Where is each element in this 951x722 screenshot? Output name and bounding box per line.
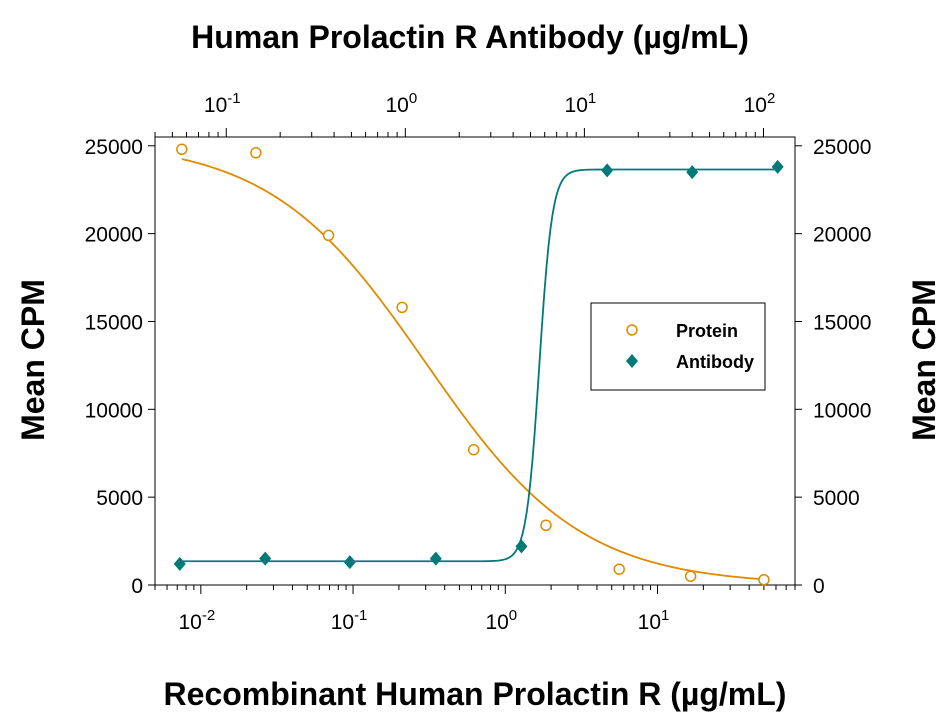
y-tick-label-left: 20000: [85, 224, 143, 247]
y-tick-label-left: 15000: [85, 311, 143, 334]
y-axis-label-right: Mean CPM: [906, 279, 942, 441]
x-axis-bottom: 10-2 10-1 100 101: [154, 585, 796, 634]
data-point-protein: [758, 573, 770, 586]
y-axis-left: 0 5000 10000 15000 20000 25000: [85, 136, 155, 598]
data-point-antibody: [601, 163, 614, 178]
fit-curve-protein: [181, 158, 764, 581]
x-tick-label-top: 10-1: [204, 90, 241, 117]
data-point-protein: [540, 519, 552, 532]
fit-curves: [179, 158, 778, 581]
fit-curve-antibody: [179, 168, 778, 563]
data-point-antibody: [429, 551, 442, 566]
legend: Protein Antibody: [590, 302, 766, 391]
legend-antibody-label: Antibody: [676, 352, 754, 372]
y-tick-label-right: 15000: [813, 311, 871, 334]
y-tick-label-right: 0: [813, 575, 825, 598]
y-tick-label-right: 10000: [813, 399, 871, 422]
legend-antibody-marker: [626, 354, 638, 368]
data-markers: [173, 143, 784, 586]
data-point-antibody: [173, 556, 186, 571]
y-tick-label-left: 10000: [85, 399, 143, 422]
x-tick-label-top: 100: [385, 90, 417, 117]
y-tick-label-right: 25000: [813, 136, 871, 159]
data-point-antibody: [343, 555, 356, 570]
data-point-antibody: [686, 165, 699, 180]
data-point-protein: [613, 563, 625, 575]
y-axis-label-left: Mean CPM: [15, 279, 51, 441]
plot-frame: [154, 136, 796, 586]
data-point-protein: [684, 570, 697, 582]
x-tick-label-bottom: 101: [638, 607, 670, 634]
y-axis-right: 0 5000 10000 15000 20000 25000: [795, 136, 871, 598]
y-tick-label-left: 0: [131, 575, 143, 598]
data-point-antibody: [771, 159, 784, 174]
data-point-protein: [322, 229, 335, 242]
y-tick-label-right: 5000: [813, 487, 860, 510]
x-tick-label-bottom: 100: [485, 607, 517, 634]
chart-title: Human Prolactin R Antibody (µg/mL): [191, 19, 749, 55]
data-point-antibody: [515, 539, 528, 554]
legend-protein-label: Protein: [676, 321, 738, 341]
data-point-protein: [250, 147, 262, 159]
data-point-protein: [176, 143, 188, 156]
x-tick-label-bottom: 10-2: [178, 607, 215, 634]
x-tick-label-bottom: 10-1: [331, 607, 368, 634]
data-point-protein: [396, 301, 408, 314]
legend-protein-marker: [626, 324, 638, 336]
legend-box: [590, 302, 766, 391]
x-tick-label-top: 102: [744, 90, 776, 117]
data-point-protein: [467, 443, 480, 456]
x-axis-top: 10-1 100 101 102: [154, 90, 776, 137]
y-tick-label-left: 25000: [85, 136, 143, 159]
y-tick-label-left: 5000: [96, 487, 143, 510]
data-point-antibody: [259, 551, 272, 566]
x-tick-label-top: 101: [565, 90, 597, 117]
x-axis-label: Recombinant Human Prolactin R (µg/mL): [164, 676, 787, 712]
y-tick-label-right: 20000: [813, 224, 871, 247]
